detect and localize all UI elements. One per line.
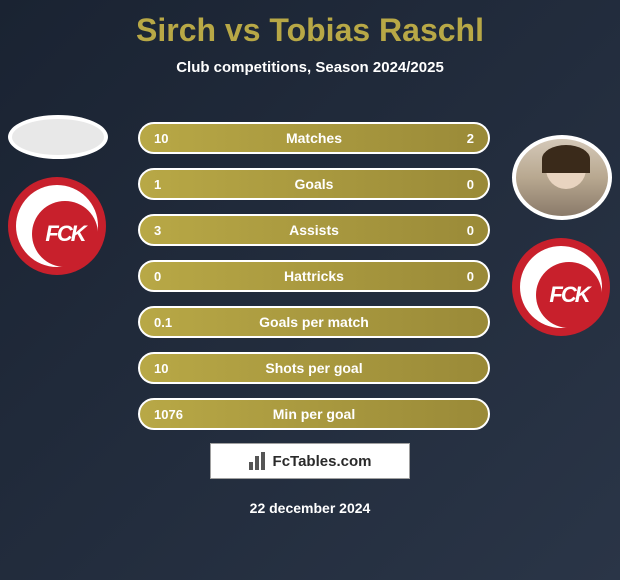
stat-left-value: 1 <box>154 177 161 192</box>
stat-left-value: 1076 <box>154 407 183 422</box>
stat-label: Goals <box>140 176 488 192</box>
stat-row: 3 Assists 0 <box>138 214 490 246</box>
club-badge-left: FCK <box>8 177 106 275</box>
date-text: 22 december 2024 <box>0 500 620 516</box>
stat-label: Goals per match <box>140 314 488 330</box>
stat-row: 10 Matches 2 <box>138 122 490 154</box>
stat-row: 10 Shots per goal <box>138 352 490 384</box>
chart-icon <box>249 452 267 470</box>
player-left-column: FCK <box>8 115 108 275</box>
stat-label: Matches <box>140 130 488 146</box>
stat-right-value: 2 <box>467 131 474 146</box>
stat-row: 1 Goals 0 <box>138 168 490 200</box>
stat-right-value: 0 <box>467 223 474 238</box>
stat-row: 0 Hattricks 0 <box>138 260 490 292</box>
stat-label: Hattricks <box>140 268 488 284</box>
stat-left-value: 0 <box>154 269 161 284</box>
stat-left-value: 10 <box>154 131 168 146</box>
stats-container: 10 Matches 2 1 Goals 0 3 Assists 0 0 Hat… <box>138 122 490 444</box>
stat-row: 1076 Min per goal <box>138 398 490 430</box>
club-badge-right: FCK <box>512 238 610 336</box>
stat-label: Min per goal <box>140 406 488 422</box>
stat-right-value: 0 <box>467 269 474 284</box>
brand-watermark: FcTables.com <box>210 443 410 479</box>
stat-label: Shots per goal <box>140 360 488 376</box>
stat-left-value: 10 <box>154 361 168 376</box>
player-right-column: FCK <box>512 135 612 336</box>
brand-text: FcTables.com <box>273 453 372 470</box>
stat-row: 0.1 Goals per match <box>138 306 490 338</box>
comparison-title: Sirch vs Tobias Raschl <box>0 0 620 49</box>
club-initials-left: FCK <box>45 221 84 247</box>
player-right-avatar <box>512 135 612 220</box>
stat-left-value: 0.1 <box>154 315 172 330</box>
season-subtitle: Club competitions, Season 2024/2025 <box>0 59 620 76</box>
stat-left-value: 3 <box>154 223 161 238</box>
club-initials-right: FCK <box>549 282 588 308</box>
stat-label: Assists <box>140 222 488 238</box>
stat-right-value: 0 <box>467 177 474 192</box>
player-left-avatar <box>8 115 108 159</box>
